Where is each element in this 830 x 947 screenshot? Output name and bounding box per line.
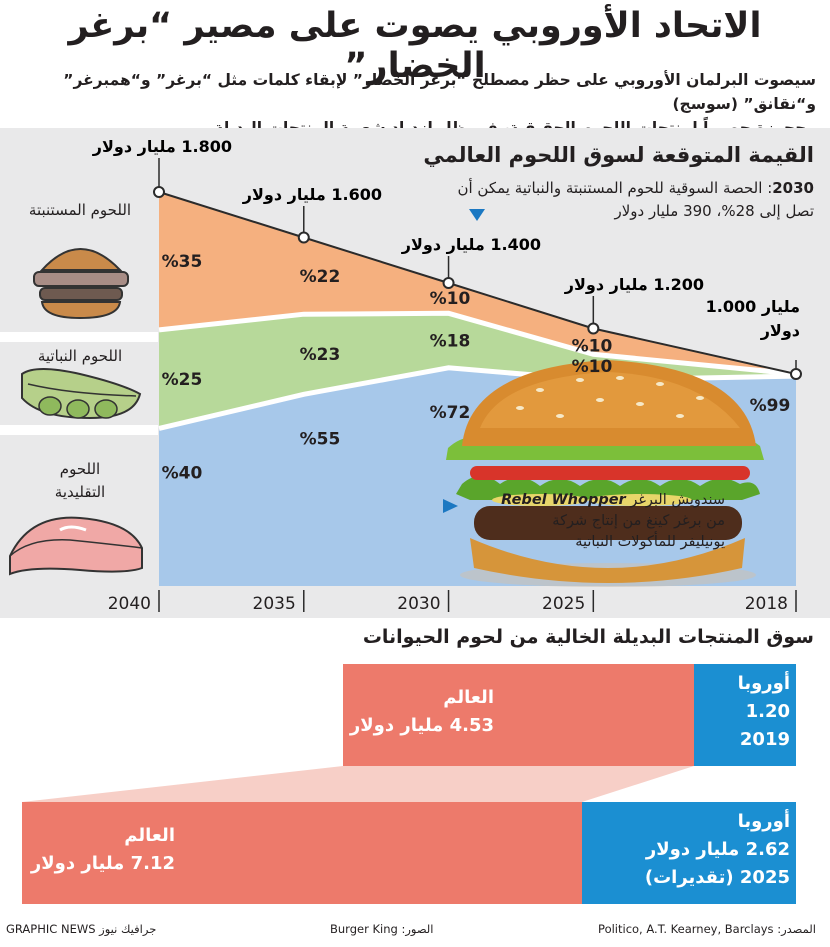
bar-2025-europe xyxy=(582,802,796,904)
legend-separator-1 xyxy=(0,332,158,342)
total-value-label: 1.200 مليار دولار xyxy=(564,275,704,294)
bar-2019-europe xyxy=(694,664,796,766)
footer: GRAPHIC NEWS جرافيك نيوز الصور: Burger K… xyxy=(0,920,830,940)
bar-2019-world-value: 4.53 مليار دولار xyxy=(349,715,494,736)
rebel-whopper-caption: سندويش البرغر Rebel Whopper من برغر كينغ… xyxy=(495,490,725,553)
burger-icon xyxy=(33,248,129,320)
bar-2019-world-label: العالم xyxy=(443,687,494,708)
legend-traditional-2: التقليدية xyxy=(55,483,105,501)
bar-2025-europe-text: أوروبا 2.62 مليار دولار 2025 (تقديرات) xyxy=(645,808,790,892)
area-cultured xyxy=(159,192,796,374)
value-point xyxy=(153,186,165,198)
bar-2025-europe-value: 2.62 مليار دولار xyxy=(645,839,790,860)
bar-2025-europe-label: أوروبا xyxy=(737,811,790,832)
percent-label-cultured: %35 xyxy=(162,252,203,272)
footer-source-label: المصدر: xyxy=(777,922,816,936)
x-tick-label: 2018 xyxy=(745,594,788,614)
footer-brand: GRAPHIC NEWS جرافيك نيوز xyxy=(6,922,156,936)
subtitle-line-1: سيصوت البرلمان الأوروبي على حظر مصطلح “ب… xyxy=(63,71,816,113)
total-value-label: 1.400 مليار دولار xyxy=(401,235,541,254)
x-tick-label: 2025 xyxy=(542,594,585,614)
bar-2025-world-value: 7.12 مليار دولار xyxy=(30,853,175,874)
value-point xyxy=(587,322,600,335)
percent-label-plant: %25 xyxy=(162,370,203,390)
bar-2025-world-text: العالم 7.12 مليار دولار xyxy=(31,822,175,878)
total-value-label: 1.000 مليار دولار xyxy=(706,297,800,340)
footer-photo: الصور: Burger King xyxy=(330,922,434,936)
bar-connector xyxy=(22,766,694,802)
burger-photo xyxy=(446,360,764,587)
value-point xyxy=(790,368,802,380)
percent-label-traditional: %99 xyxy=(750,396,791,416)
bar-2019-europe-label: أوروبا xyxy=(737,673,790,694)
legend-cultured: اللحوم المستنبتة xyxy=(29,201,131,219)
steak-icon xyxy=(9,516,143,576)
footer-photo-label: الصور: xyxy=(401,922,434,936)
x-tick-label: 2040 xyxy=(108,594,151,614)
legend-traditional-1: اللحوم xyxy=(60,460,100,478)
footer-brand-ar: جرافيك نيوز xyxy=(99,922,157,936)
percent-label-traditional: %55 xyxy=(300,429,341,449)
triangle-marker-icon xyxy=(469,209,485,221)
bar-chart-title: سوق المنتجات البديلة الخالية من لحوم الح… xyxy=(362,626,814,648)
x-tick-label: 2035 xyxy=(253,594,296,614)
percent-label-plant: %10 xyxy=(572,357,613,377)
total-value-label: 1.800 مليار دولار xyxy=(92,137,232,156)
bar-2019-europe-value: 1.20 xyxy=(745,701,790,722)
footer-source-value: Politico, A.T. Kearney, Barclays xyxy=(598,922,774,936)
bar-2019-world xyxy=(343,664,694,766)
bar-2019-europe-text: أوروبا 1.20 2019 xyxy=(738,670,790,754)
percent-label-cultured: %22 xyxy=(300,267,341,287)
area-plant xyxy=(159,313,796,429)
percent-label-plant: %18 xyxy=(430,332,471,352)
value-point xyxy=(297,231,310,244)
note-2030: 2030: الحصة السوقية للحوم المستنبتة والن… xyxy=(457,179,814,220)
boundary-cultured-plant xyxy=(158,310,797,377)
legend-plant: اللحوم النباتية xyxy=(38,347,122,365)
percent-label-traditional: %40 xyxy=(162,463,203,483)
rebel-name: Rebel Whopper xyxy=(501,492,626,508)
area-chart: اللحوم المستنبتة اللحوم النباتية اللحوم … xyxy=(0,137,802,614)
footer-source: المصدر: Politico, A.T. Kearney, Barclays xyxy=(598,922,816,936)
value-point xyxy=(442,277,455,289)
bar-2025-year: 2025 (تقديرات) xyxy=(644,867,790,888)
legend-separator-2 xyxy=(0,425,158,435)
bar-2025-world xyxy=(22,802,582,904)
percent-label-plant: %23 xyxy=(300,345,341,365)
pea-pod-icon xyxy=(21,368,142,420)
note-year: 2030 xyxy=(772,179,814,197)
rebel-line-1: سندويش البرغر xyxy=(630,492,725,508)
footer-photo-value: Burger King xyxy=(330,922,398,936)
bar-2019-year: 2019 xyxy=(739,729,790,750)
triangle-marker-icon xyxy=(443,499,458,513)
x-tick-label: 2030 xyxy=(397,594,440,614)
percent-label-cultured: %10 xyxy=(572,336,613,356)
total-value-label: 1.600 مليار دولار xyxy=(242,185,382,204)
rebel-line-2: من برغر كينغ من إنتاج شركة xyxy=(552,513,725,529)
page-title: الاتحاد الأوروبي يصوت على مصير “برغر الخ… xyxy=(68,6,762,86)
note-text: الحصة السوقية للحوم المستنبتة والنباتية … xyxy=(457,179,814,220)
chart-title: القيمة المتوقعة لسوق اللحوم العالمي xyxy=(423,143,814,167)
footer-brand-en: GRAPHIC NEWS xyxy=(6,922,96,936)
bar-2019-world-text: العالم 4.53 مليار دولار xyxy=(350,684,494,740)
percent-label-cultured: %10 xyxy=(430,289,471,309)
rebel-line-3: يونيليفر للمأكولات النباتية xyxy=(575,534,725,550)
percent-label-traditional: %72 xyxy=(430,403,471,423)
bar-2025-world-label: العالم xyxy=(124,825,175,846)
